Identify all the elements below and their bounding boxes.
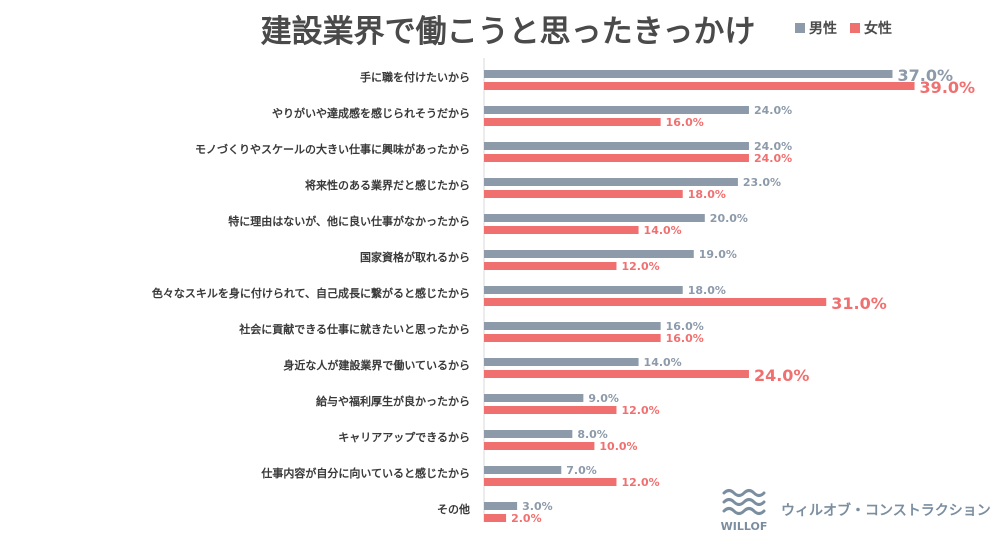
category-labels: 手に職を付けたいからやりがいや達成感を感じられそうだからモノづくりやスケールの大… bbox=[152, 70, 470, 516]
value-label-male: 18.0% bbox=[688, 284, 726, 297]
brand-name: ウィルオブ・コンストラクション bbox=[781, 502, 991, 519]
bar-female bbox=[484, 226, 639, 234]
category-label: やりがいや達成感を感じられそうだから bbox=[272, 106, 470, 120]
bar-male bbox=[484, 250, 694, 258]
value-label-male: 16.0% bbox=[666, 320, 704, 333]
legend-swatch-female bbox=[850, 23, 860, 33]
bar-female bbox=[484, 154, 749, 162]
legend-label-female: 女性 bbox=[864, 20, 892, 37]
legend-swatch-male bbox=[795, 23, 805, 33]
category-label: キャリアアップできるから bbox=[338, 430, 470, 444]
bar-female bbox=[484, 118, 661, 126]
value-label-male: 23.0% bbox=[743, 176, 781, 189]
bars bbox=[484, 70, 915, 522]
value-label-female: 16.0% bbox=[666, 116, 704, 129]
category-label: 手に職を付けたいから bbox=[360, 70, 470, 84]
legend: 男性 女性 bbox=[795, 20, 892, 37]
bar-male bbox=[484, 358, 639, 366]
bar-female bbox=[484, 442, 595, 450]
brand-logo-text: WILLOF bbox=[721, 520, 768, 533]
category-label: モノづくりやスケールの大きい仕事に興味があったから bbox=[195, 142, 470, 156]
bar-male bbox=[484, 394, 584, 402]
value-labels: 37.0%39.0%24.0%16.0%24.0%24.0%23.0%18.0%… bbox=[511, 66, 975, 525]
bar-male bbox=[484, 214, 705, 222]
value-label-female: 12.0% bbox=[621, 404, 659, 417]
value-label-male: 19.0% bbox=[699, 248, 737, 261]
bar-male bbox=[484, 106, 749, 114]
category-label: 仕事内容が自分に向いていると感じたから bbox=[260, 466, 470, 480]
bar-female bbox=[484, 190, 683, 198]
bar-female bbox=[484, 262, 617, 270]
bar-male bbox=[484, 178, 738, 186]
category-label: 特に理由はないが、他に良い仕事がなかったから bbox=[228, 214, 470, 228]
value-label-male: 24.0% bbox=[754, 140, 792, 153]
legend-label-male: 男性 bbox=[809, 20, 837, 37]
value-label-male: 8.0% bbox=[577, 428, 608, 441]
bar-male bbox=[484, 502, 518, 510]
category-label: 社会に貢献できる仕事に就きたいと思ったから bbox=[238, 322, 470, 336]
value-label-female: 39.0% bbox=[920, 78, 976, 97]
bar-female bbox=[484, 298, 827, 306]
value-label-male: 14.0% bbox=[644, 356, 682, 369]
value-label-female: 18.0% bbox=[688, 188, 726, 201]
value-label-male: 9.0% bbox=[588, 392, 619, 405]
value-label-female: 24.0% bbox=[754, 366, 810, 385]
bar-male bbox=[484, 70, 893, 78]
bar-male bbox=[484, 466, 562, 474]
value-label-female: 12.0% bbox=[621, 260, 659, 273]
waves-icon bbox=[722, 489, 766, 515]
value-label-male: 3.0% bbox=[522, 500, 553, 513]
brand-logo: WILLOF bbox=[721, 489, 768, 533]
value-label-male: 20.0% bbox=[710, 212, 748, 225]
bar-female bbox=[484, 478, 617, 486]
value-label-female: 12.0% bbox=[621, 476, 659, 489]
category-label: 色々なスキルを身に付けられて、自己成長に繋がると感じたから bbox=[152, 286, 470, 300]
category-label: 国家資格が取れるから bbox=[360, 250, 470, 264]
bar-male bbox=[484, 430, 573, 438]
value-label-female: 2.0% bbox=[511, 512, 542, 525]
value-label-female: 24.0% bbox=[754, 152, 792, 165]
bar-male bbox=[484, 286, 683, 294]
bar-female bbox=[484, 334, 661, 342]
bar-female bbox=[484, 406, 617, 414]
category-label: 給与や福利厚生が良かったから bbox=[316, 394, 470, 408]
category-label: 将来性のある業界だと感じたから bbox=[305, 178, 470, 192]
value-label-male: 37.0% bbox=[897, 66, 953, 85]
value-label-female: 10.0% bbox=[599, 440, 637, 453]
value-label-female: 16.0% bbox=[666, 332, 704, 345]
value-label-female: 14.0% bbox=[644, 224, 682, 237]
bar-female bbox=[484, 82, 915, 90]
value-label-female: 31.0% bbox=[831, 294, 887, 313]
bar-female bbox=[484, 514, 507, 522]
category-label: その他 bbox=[437, 502, 470, 516]
bar-male bbox=[484, 142, 749, 150]
value-label-male: 7.0% bbox=[566, 464, 597, 477]
category-label: 身近な人が建設業界で働いているから bbox=[283, 358, 470, 372]
chart-title: 建設業界で働こうと思ったきっかけ bbox=[261, 14, 756, 50]
value-label-male: 24.0% bbox=[754, 104, 792, 117]
bar-female bbox=[484, 370, 749, 378]
bar-male bbox=[484, 322, 661, 330]
